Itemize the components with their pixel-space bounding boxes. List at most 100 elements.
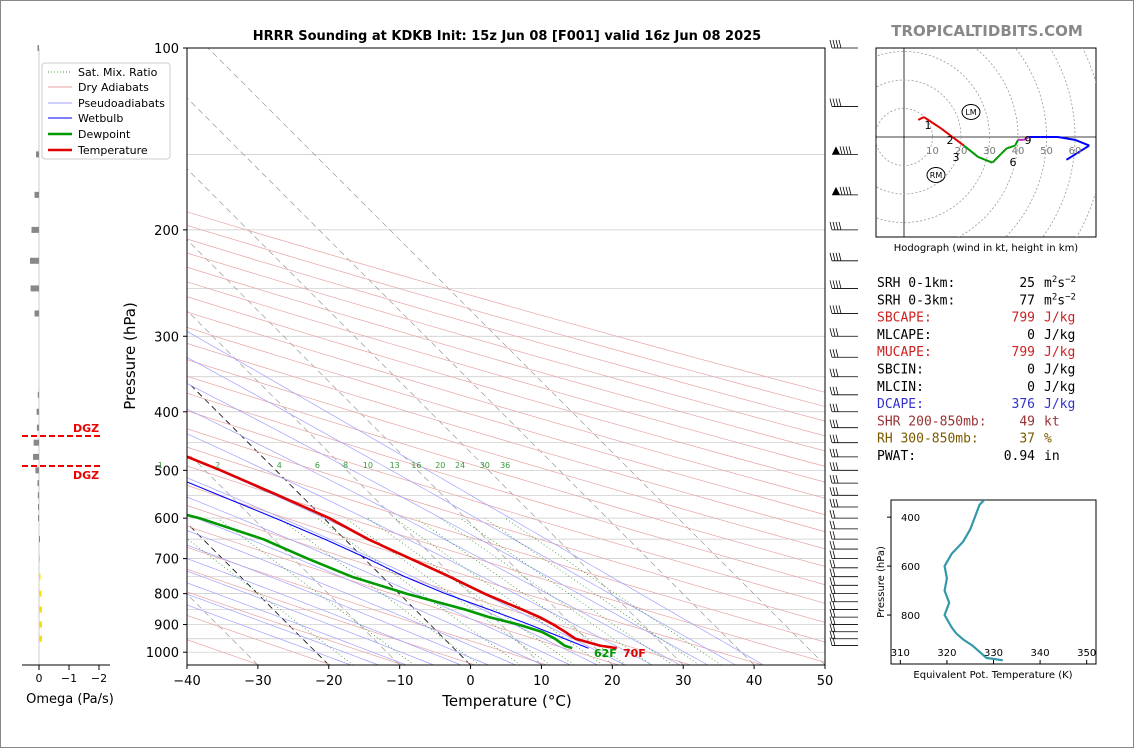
mixing-ratio-labels: 1 2 4 6 8 10 13 16 20 24 30 36 bbox=[158, 461, 511, 470]
param-unit: J/kg bbox=[1044, 328, 1075, 343]
hodograph-segment bbox=[917, 116, 925, 121]
pseudoadiabat-line bbox=[187, 514, 543, 665]
omega-bar bbox=[35, 467, 39, 474]
hodograph-frame bbox=[875, 47, 1097, 238]
mixing-ratio-label: 24 bbox=[455, 461, 465, 470]
omega-bar bbox=[30, 257, 39, 264]
wind-barb bbox=[829, 550, 858, 560]
y-tick-label: 800 bbox=[154, 588, 179, 603]
omega-bar bbox=[38, 503, 39, 510]
param-row: MLCAPE: 0 J/kg bbox=[877, 328, 1075, 343]
lm-marker bbox=[961, 104, 981, 120]
hodograph-ring-labels: 10 20 30 40 50 60 bbox=[926, 146, 1081, 157]
wind-barb bbox=[829, 616, 858, 625]
wind-barb bbox=[829, 221, 858, 231]
param-label: PWAT: bbox=[877, 449, 916, 464]
wind-barb bbox=[829, 462, 858, 471]
dry-adiabat-line bbox=[187, 465, 825, 663]
param-value: 0.94 bbox=[1004, 449, 1035, 464]
wind-barb bbox=[829, 475, 858, 484]
chart-title: HRRR Sounding at KDKB Init: 15z Jun 08 [… bbox=[253, 29, 761, 44]
param-value: 37 bbox=[1019, 432, 1035, 447]
omega-bar bbox=[33, 439, 39, 446]
legend-item-mixratio: Sat. Mix. Ratio bbox=[78, 66, 158, 79]
param-row: SBCIN: 0 J/kg bbox=[877, 363, 1075, 378]
mixing-ratio-line bbox=[440, 517, 652, 665]
isotherm-line bbox=[187, 522, 330, 665]
hodograph-segment bbox=[940, 127, 954, 138]
param-row: SHR 200-850mb: 49 kt bbox=[877, 414, 1060, 429]
omega-bar bbox=[39, 555, 40, 562]
skewt-frame bbox=[186, 47, 826, 666]
param-row: MUCAPE: 799 J/kg bbox=[877, 345, 1075, 360]
sounding-profiles bbox=[187, 455, 617, 650]
dry-adiabat-line bbox=[187, 266, 825, 452]
dry-adiabat-line bbox=[187, 375, 825, 567]
x-tick-label: 0 bbox=[466, 674, 474, 689]
isotherm-line bbox=[187, 310, 542, 665]
hodograph-segment bbox=[977, 156, 993, 164]
y-tick-label: 700 bbox=[154, 553, 179, 568]
omega-bar bbox=[34, 310, 39, 317]
omega-xlabel: Omega (Pa/s) bbox=[26, 692, 114, 707]
pseudoadiabat-line bbox=[187, 356, 736, 665]
omega-tick-label-2: −2 bbox=[91, 672, 107, 685]
omega-bar bbox=[36, 424, 39, 431]
x-tick-label: 20 bbox=[604, 674, 621, 689]
param-row: RH 300-850mb: 37% bbox=[877, 432, 1052, 447]
omega-tick-label-1: −1 bbox=[61, 672, 77, 685]
rm-label: RM bbox=[930, 171, 943, 180]
mixing-ratio-label: 8 bbox=[343, 461, 348, 470]
y-tick-label: 100 bbox=[154, 42, 179, 57]
param-unit: J/kg bbox=[1044, 397, 1075, 412]
wind-barb bbox=[829, 577, 858, 586]
param-label: MLCIN: bbox=[877, 380, 924, 395]
skewt-panel: 1 2 4 6 8 10 13 16 20 24 30 36 −40 −30 −20 −10 0 10 20 30 4… bbox=[121, 39, 858, 710]
skewt-ylabel: Pressure (hPa) bbox=[121, 302, 139, 410]
dry-adiabat-line bbox=[187, 410, 825, 604]
param-label: SBCIN: bbox=[877, 363, 924, 378]
sfc-temperature-label: 70F bbox=[623, 647, 646, 660]
dry-adiabat-line bbox=[187, 525, 620, 665]
theta-e-x-tick-label: 340 bbox=[1031, 648, 1050, 659]
omega-bar bbox=[39, 606, 42, 613]
skewt-xlabel: Temperature (°C) bbox=[441, 692, 571, 710]
legend-box bbox=[41, 62, 171, 160]
param-label: DCAPE: bbox=[877, 397, 924, 412]
param-row: SBCAPE: 799 J/kg bbox=[877, 311, 1075, 326]
dry-adiabat-line bbox=[187, 211, 825, 393]
omega-bar bbox=[37, 391, 39, 398]
mixing-ratio-label: 16 bbox=[411, 461, 421, 470]
omega-bar bbox=[39, 536, 40, 543]
theta-e-trace bbox=[943, 500, 1003, 662]
dewpoint-trace bbox=[187, 513, 573, 650]
x-tick-label: −10 bbox=[386, 674, 413, 689]
dgz-bottom-label: DGZ bbox=[73, 469, 99, 482]
param-label: SRH 0-1km: bbox=[877, 276, 955, 291]
omega-bar bbox=[36, 408, 39, 415]
wind-barb bbox=[832, 146, 858, 155]
wind-barbs bbox=[829, 39, 858, 646]
omega-bar bbox=[39, 621, 42, 628]
hodograph-ring-label: 40 bbox=[1012, 146, 1025, 157]
pseudoadiabat-line bbox=[187, 604, 352, 665]
mixing-ratio-label: 30 bbox=[480, 461, 490, 470]
y-tick-label: 500 bbox=[154, 464, 179, 479]
pseudoadiabat-line bbox=[187, 558, 462, 665]
hodograph-segment bbox=[991, 153, 1002, 164]
omega-bar bbox=[37, 492, 39, 499]
wetbulb-trace bbox=[187, 481, 589, 649]
param-unit: in bbox=[1044, 449, 1060, 464]
omega-tick-label-0: 0 bbox=[36, 672, 43, 685]
hodograph-segment bbox=[1000, 147, 1008, 155]
y-tick-label: 600 bbox=[154, 512, 179, 527]
pseudoadiabat-line bbox=[187, 330, 764, 665]
hodograph-ring bbox=[876, 108, 933, 166]
theta-e-x-tick-label: 350 bbox=[1077, 648, 1096, 659]
theta-e-x-tick-label: 310 bbox=[891, 648, 910, 659]
wind-barb bbox=[829, 510, 858, 519]
dry-adiabat-line bbox=[187, 252, 825, 437]
param-value: 799 bbox=[1012, 345, 1035, 360]
